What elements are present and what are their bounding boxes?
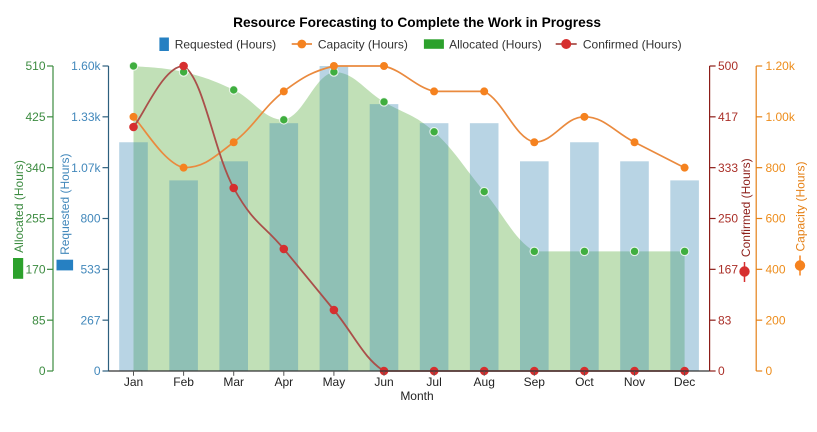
svg-text:83: 83 <box>718 313 732 327</box>
svg-text:1.20k: 1.20k <box>766 59 796 73</box>
svg-text:Jul: Jul <box>426 375 441 389</box>
svg-text:1.60k: 1.60k <box>71 59 101 73</box>
svg-text:800: 800 <box>766 161 786 175</box>
svg-text:Requested (Hours): Requested (Hours) <box>58 154 72 255</box>
svg-text:1.00k: 1.00k <box>766 110 796 124</box>
svg-text:0: 0 <box>94 364 101 378</box>
svg-text:May: May <box>323 375 346 389</box>
svg-text:Allocated (Hours): Allocated (Hours) <box>12 160 26 253</box>
svg-text:400: 400 <box>766 263 786 277</box>
svg-text:Sep: Sep <box>524 375 546 389</box>
svg-text:Month: Month <box>400 389 433 403</box>
svg-text:333: 333 <box>718 161 738 175</box>
svg-text:1.33k: 1.33k <box>71 110 101 124</box>
svg-text:85: 85 <box>32 313 46 327</box>
svg-text:Dec: Dec <box>674 375 695 389</box>
svg-text:Confirmed (Hours): Confirmed (Hours) <box>739 158 753 257</box>
svg-text:Jun: Jun <box>374 375 393 389</box>
svg-text:255: 255 <box>25 212 45 226</box>
svg-text:417: 417 <box>718 110 738 124</box>
svg-text:167: 167 <box>718 263 738 277</box>
svg-text:500: 500 <box>718 59 738 73</box>
svg-text:533: 533 <box>80 263 100 277</box>
svg-text:250: 250 <box>718 212 738 226</box>
svg-text:Aug: Aug <box>474 375 495 389</box>
svg-text:800: 800 <box>80 212 100 226</box>
svg-text:Oct: Oct <box>575 375 594 389</box>
svg-text:1.07k: 1.07k <box>71 161 101 175</box>
svg-text:267: 267 <box>80 313 100 327</box>
svg-text:Capacity (Hours): Capacity (Hours) <box>793 161 807 251</box>
svg-text:170: 170 <box>25 263 45 277</box>
svg-text:Jan: Jan <box>124 375 143 389</box>
svg-text:Confirmed (Hours): Confirmed (Hours) <box>583 37 682 51</box>
svg-text:600: 600 <box>766 212 786 226</box>
svg-text:425: 425 <box>25 110 45 124</box>
svg-text:0: 0 <box>718 364 725 378</box>
svg-text:Allocated (Hours): Allocated (Hours) <box>449 37 542 51</box>
svg-text:Nov: Nov <box>624 375 645 389</box>
svg-text:Apr: Apr <box>274 375 293 389</box>
svg-text:Mar: Mar <box>223 375 244 389</box>
svg-text:Resource Forecasting to Comple: Resource Forecasting to Complete the Wor… <box>233 15 601 30</box>
svg-text:200: 200 <box>766 313 786 327</box>
svg-text:Feb: Feb <box>173 375 194 389</box>
svg-text:340: 340 <box>25 161 45 175</box>
svg-text:510: 510 <box>25 59 45 73</box>
svg-text:Capacity (Hours): Capacity (Hours) <box>318 37 408 51</box>
svg-text:0: 0 <box>39 364 46 378</box>
svg-text:Requested (Hours): Requested (Hours) <box>175 37 276 51</box>
svg-text:0: 0 <box>766 364 773 378</box>
